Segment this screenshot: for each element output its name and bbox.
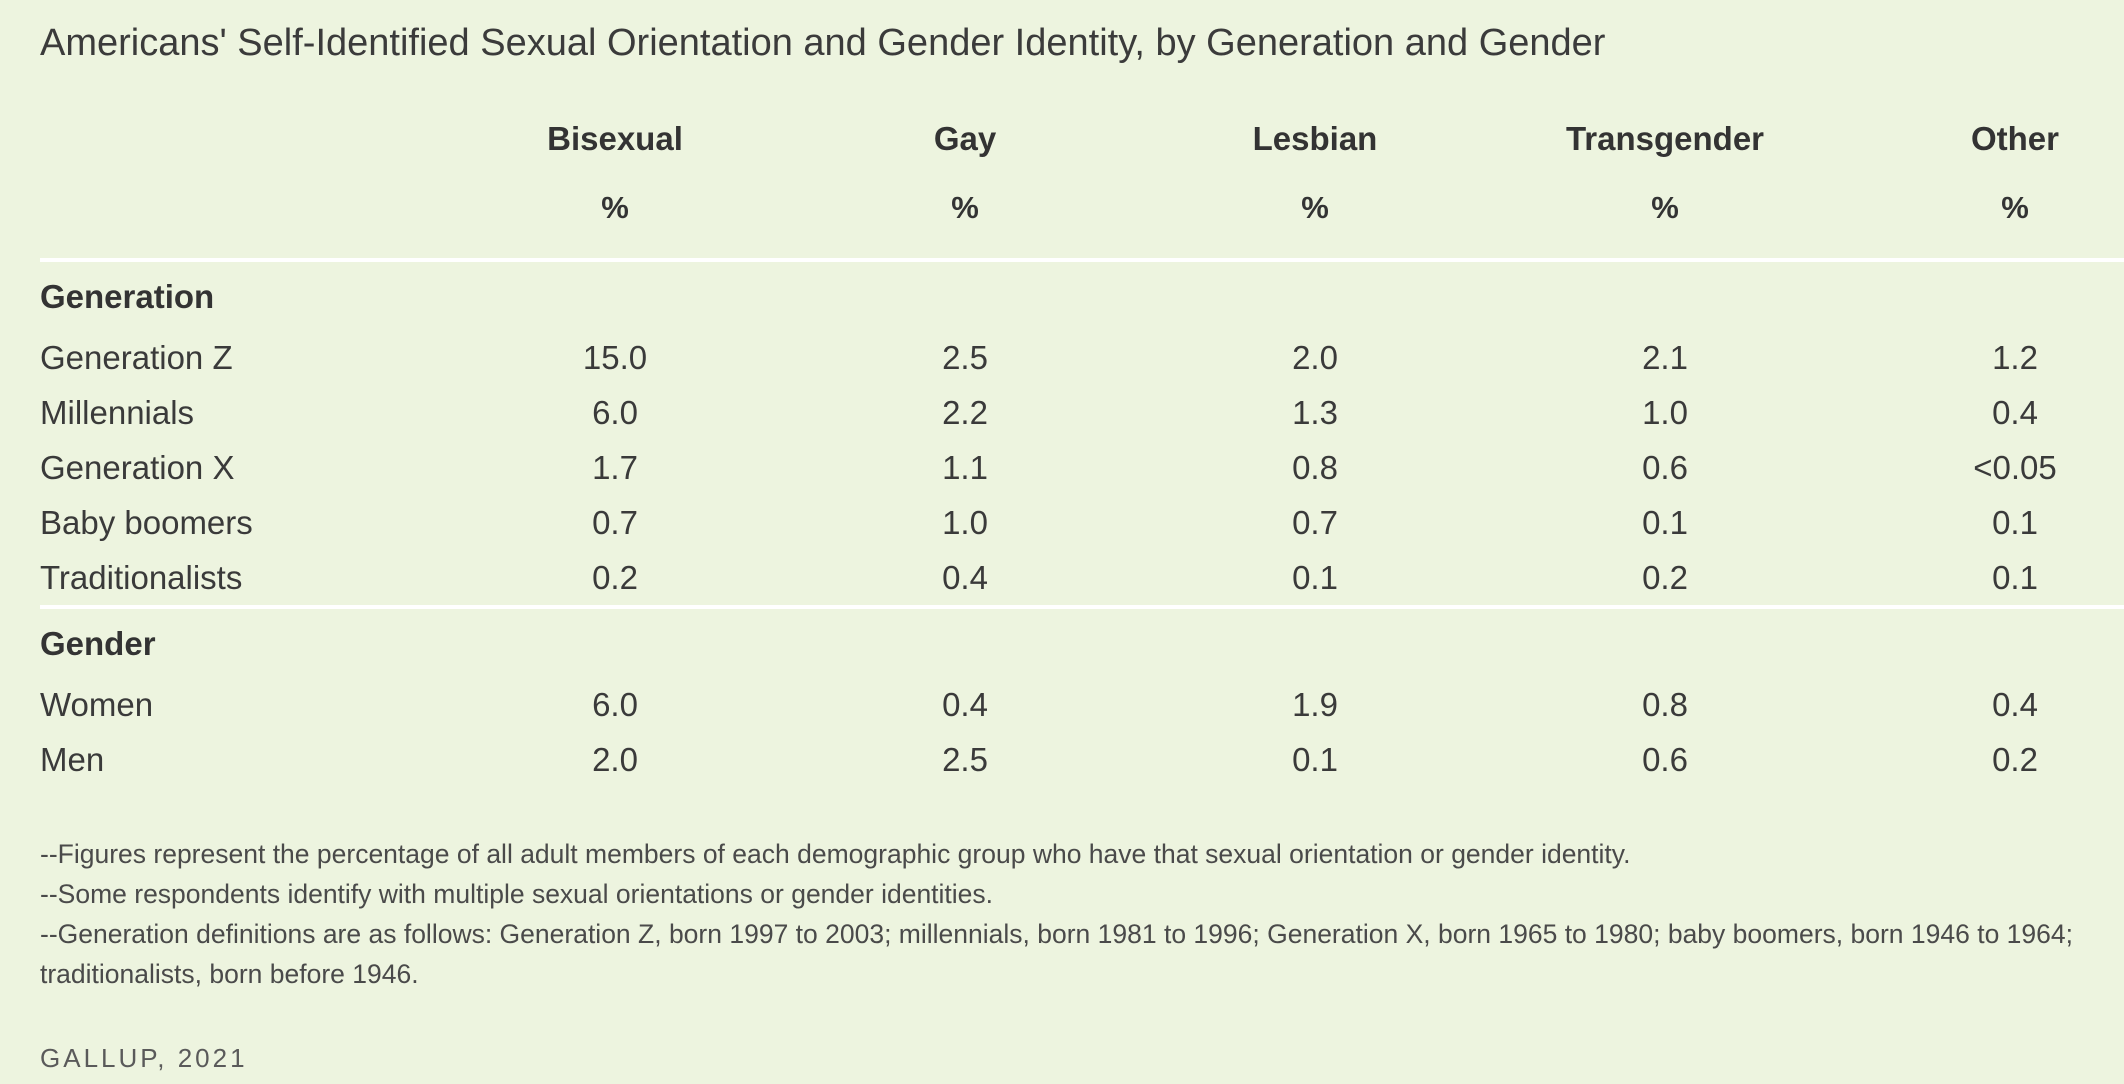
- column-header-transgender: Transgender: [1565, 120, 1765, 157]
- table-cell: 2.2: [942, 393, 988, 431]
- row-label: Millennials: [40, 393, 195, 431]
- source-credit: GALLUP, 2021: [40, 1043, 248, 1073]
- data-table: Bisexual Gay Lesbian Transgender Other %…: [40, 112, 2124, 787]
- table-row: Generation Z 15.0 2.5 2.0 2.1 1.2: [40, 330, 2124, 385]
- footnotes: --Figures represent the percentage of al…: [40, 834, 2120, 994]
- table-cell: 1.9: [1292, 685, 1338, 723]
- table-cell: 0.2: [592, 558, 638, 596]
- group-header-row: Generation: [40, 260, 2124, 330]
- group-name: Generation: [40, 278, 215, 315]
- unit-spacer: [40, 182, 440, 262]
- table-cell: 0.1: [1992, 503, 2038, 541]
- unit-label: %: [1840, 182, 2124, 262]
- unit-label: %: [1140, 182, 1490, 262]
- group-name: Gender: [40, 625, 156, 662]
- table-cell: 0.4: [1992, 685, 2038, 723]
- unit-label: %: [440, 182, 790, 262]
- table-cell: 6.0: [592, 393, 638, 431]
- footnote: --Generation definitions are as follows:…: [40, 919, 2073, 989]
- chart-title: Americans' Self-Identified Sexual Orient…: [40, 22, 1606, 64]
- table-row: Millennials 6.0 2.2 1.3 1.0 0.4: [40, 385, 2124, 440]
- group-header-row: Gender: [40, 609, 2124, 677]
- table-row: Traditionalists 0.2 0.4 0.1 0.2 0.1: [40, 550, 2124, 607]
- table-cell: 2.5: [942, 338, 988, 376]
- table-cell: 0.7: [1292, 503, 1338, 541]
- table-cell: 1.0: [942, 503, 988, 541]
- table-cell: 2.1: [1642, 338, 1688, 376]
- row-header-spacer: [40, 112, 440, 182]
- table-row: Women 6.0 0.4 1.9 0.8 0.4: [40, 677, 2124, 732]
- table-cell: 1.7: [592, 448, 638, 486]
- table-row: Baby boomers 0.7 1.0 0.7 0.1 0.1: [40, 495, 2124, 550]
- column-header-lesbian: Lesbian: [1252, 120, 1378, 157]
- table-cell: 0.8: [1292, 448, 1338, 486]
- footnote: --Some respondents identify with multipl…: [40, 879, 994, 909]
- table-row: Generation X 1.7 1.1 0.8 0.6 <0.05: [40, 440, 2124, 495]
- table-cell: 0.1: [1292, 558, 1338, 596]
- table-cell: 0.1: [1992, 558, 2038, 596]
- column-header-other: Other: [1970, 120, 2059, 157]
- unit-header-row: % % % % %: [40, 182, 2124, 262]
- table-row: Men 2.0 2.5 0.1 0.6 0.2: [40, 732, 2124, 787]
- row-label: Generation Z: [40, 338, 233, 376]
- table-cell: 2.0: [592, 740, 638, 778]
- table-cell: 15.0: [582, 338, 648, 376]
- row-label: Generation X: [40, 448, 235, 486]
- table-cell: 0.1: [1642, 503, 1688, 541]
- column-header-row: Bisexual Gay Lesbian Transgender Other: [40, 112, 2124, 182]
- table-cell: 0.4: [1992, 393, 2038, 431]
- table-body: Generation Generation Z 15.0 2.5 2.0 2.1…: [40, 260, 2124, 787]
- table-cell: 0.4: [942, 685, 988, 723]
- table-cell: 6.0: [592, 685, 638, 723]
- table-cell: <0.05: [1973, 448, 2057, 486]
- table-cell: 0.8: [1642, 685, 1688, 723]
- table-cell: 0.4: [942, 558, 988, 596]
- table-cell: 2.5: [942, 740, 988, 778]
- column-header-gay: Gay: [933, 120, 997, 157]
- table-cell: 0.7: [592, 503, 638, 541]
- row-label: Baby boomers: [40, 503, 253, 541]
- table-cell: 0.2: [1642, 558, 1688, 596]
- table-cell: 1.3: [1292, 393, 1338, 431]
- table-cell: 1.0: [1642, 393, 1688, 431]
- unit-label: %: [1490, 182, 1840, 262]
- row-label: Men: [40, 740, 105, 778]
- table-cell: 1.2: [1992, 338, 2038, 376]
- table-cell: 0.6: [1642, 448, 1688, 486]
- column-header-bisexual: Bisexual: [547, 120, 683, 157]
- table-cell: 0.1: [1292, 740, 1338, 778]
- table-cell: 0.2: [1992, 740, 2038, 778]
- table-cell: 2.0: [1292, 338, 1338, 376]
- table-cell: 0.6: [1642, 740, 1688, 778]
- table-cell: 1.1: [942, 448, 988, 486]
- row-label: Traditionalists: [40, 558, 243, 596]
- unit-label: %: [790, 182, 1140, 262]
- row-label: Women: [40, 685, 154, 723]
- footnote: --Figures represent the percentage of al…: [40, 839, 1631, 869]
